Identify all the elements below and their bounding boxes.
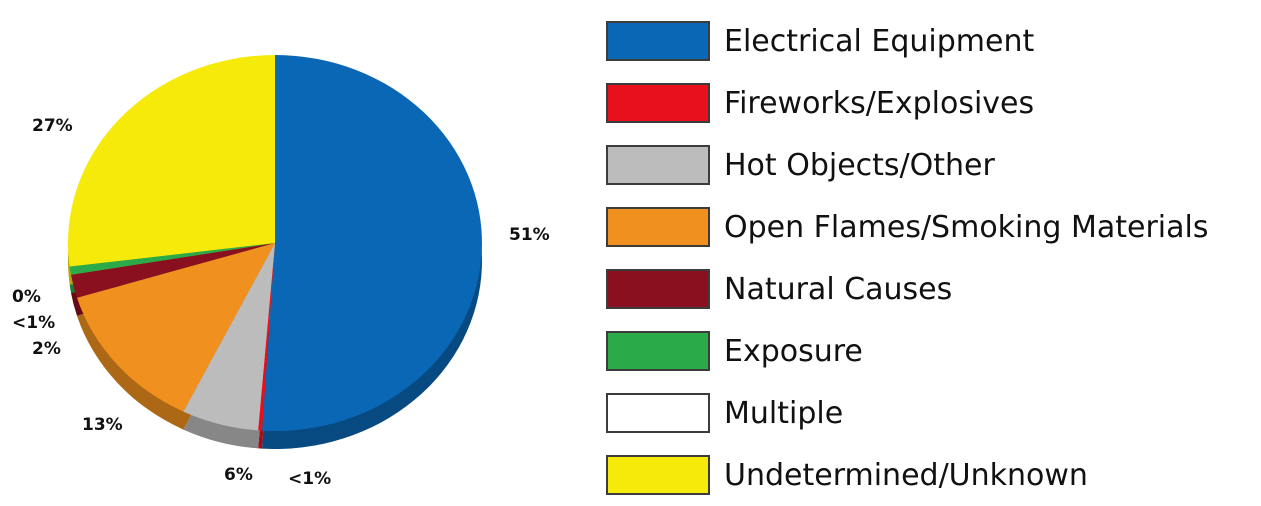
legend-label-natural-causes: Natural Causes — [724, 271, 953, 307]
legend-label-open-flames-smoking-materials: Open Flames/Smoking Materials — [724, 209, 1209, 245]
slice-label-undetermined-unknown: 27% — [32, 116, 73, 136]
legend-label-multiple: Multiple — [724, 395, 844, 431]
slice-exposure — [69, 243, 275, 275]
slice-undetermined-unknown — [67, 55, 275, 267]
legend: Electrical Equipment Fireworks/Explosive… — [606, 10, 1208, 506]
legend-swatch-natural-causes — [606, 269, 710, 309]
slice-label-multiple: 0% — [12, 287, 41, 307]
legend-item-multiple: Multiple — [606, 382, 1208, 444]
slice-label-exposure: <1% — [12, 313, 55, 333]
slice-label-fireworks-explosives: <1% — [288, 469, 331, 489]
pie-chart: 51% <1% 6% 13% 2% <1% 0% 27% — [12, 55, 550, 489]
slice-open-flames-smoking-materials — [76, 243, 276, 412]
legend-label-fireworks-explosives: Fireworks/Explosives — [724, 85, 1035, 121]
pie-slices — [67, 55, 482, 431]
slice-label-hot-objects-other: 6% — [224, 465, 253, 485]
legend-item-hot-objects-other: Hot Objects/Other — [606, 134, 1208, 196]
legend-label-exposure: Exposure — [724, 333, 863, 369]
slice-fireworks-explosives — [258, 243, 275, 431]
legend-label-electrical-equipment: Electrical Equipment — [724, 23, 1035, 59]
legend-label-hot-objects-other: Hot Objects/Other — [724, 147, 995, 183]
legend-item-open-flames-smoking-materials: Open Flames/Smoking Materials — [606, 196, 1208, 258]
legend-item-electrical-equipment: Electrical Equipment — [606, 10, 1208, 72]
legend-swatch-open-flames-smoking-materials — [606, 207, 710, 247]
legend-swatch-multiple — [606, 393, 710, 433]
legend-swatch-electrical-equipment — [606, 21, 710, 61]
legend-swatch-undetermined-unknown — [606, 455, 710, 495]
slice-label-natural-causes: 2% — [32, 339, 61, 359]
legend-item-undetermined-unknown: Undetermined/Unknown — [606, 444, 1208, 506]
legend-item-natural-causes: Natural Causes — [606, 258, 1208, 320]
legend-swatch-hot-objects-other — [606, 145, 710, 185]
pie-labels: 51% <1% 6% 13% 2% <1% 0% 27% — [12, 116, 550, 489]
legend-item-fireworks-explosives: Fireworks/Explosives — [606, 72, 1208, 134]
slice-natural-causes — [70, 243, 275, 298]
legend-swatch-exposure — [606, 331, 710, 371]
slice-hot-objects-other — [183, 243, 275, 431]
slice-electrical-equipment — [262, 55, 482, 431]
legend-item-exposure: Exposure — [606, 320, 1208, 382]
legend-swatch-fireworks-explosives — [606, 83, 710, 123]
slice-label-electrical-equipment: 51% — [509, 225, 550, 245]
slice-label-open-flames-smoking-materials: 13% — [82, 415, 123, 435]
legend-label-undetermined-unknown: Undetermined/Unknown — [724, 457, 1088, 493]
